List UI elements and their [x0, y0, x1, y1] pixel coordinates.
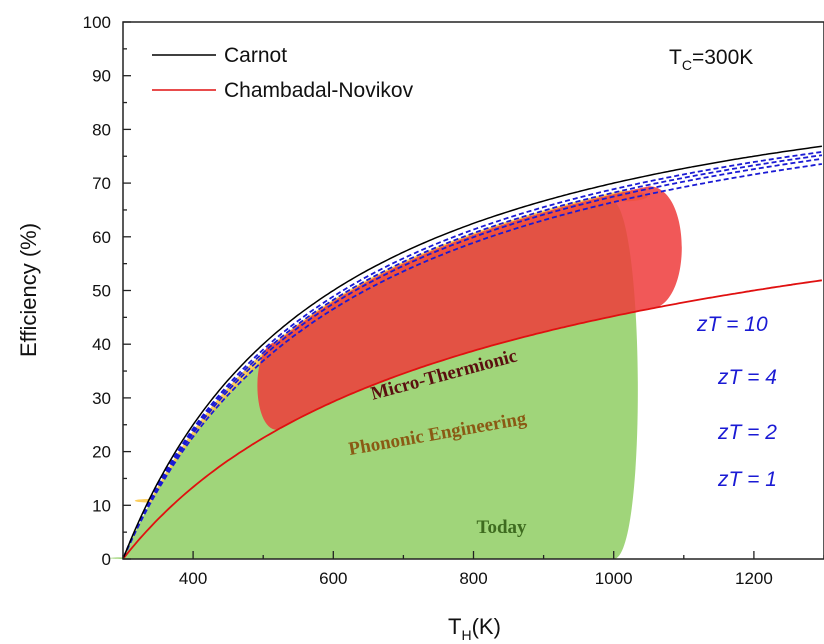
legend-label-chambadal-novikov: Chambadal-Novikov: [224, 79, 414, 102]
tc-annotation-rest: =300K: [692, 46, 753, 69]
tc-annotation-main: T: [669, 46, 682, 69]
legend-label-carnot: Carnot: [224, 44, 287, 67]
tc-annotation-sub: C: [682, 57, 692, 73]
regions-layer: Today Phononic Engineering Micro-Thermio…: [109, 186, 682, 559]
zt-curve-2: [122, 158, 822, 558]
zt-label-1: zT = 1: [717, 468, 777, 491]
x-tick-label: 400: [179, 569, 207, 588]
region-label-today: Today: [477, 517, 527, 538]
zt-labels: zT = 10 zT = 4 zT = 2 zT = 1: [696, 313, 777, 491]
x-ticks: 400 600 800 1000 1200: [122, 551, 824, 588]
y-tick-label: 40: [92, 335, 111, 354]
y-ticks: 0 10 20 30 40 50 60 70 80 90 100: [83, 13, 131, 569]
axes: 400 600 800 1000 1200 0 10 20 30 40 50 60 70 80 90 100: [83, 13, 824, 588]
tc-annotation: TC=300K: [669, 46, 753, 73]
zt-label-10: zT = 10: [696, 313, 768, 336]
y-tick-label: 50: [92, 282, 111, 301]
y-tick-label: 0: [102, 550, 111, 569]
x-axis-label: TH(K): [448, 614, 501, 643]
x-axis-label-main: T: [448, 614, 461, 639]
y-tick-label: 70: [92, 174, 111, 193]
x-axis-label-sub: H: [461, 627, 471, 643]
zt-curve-10: [122, 151, 823, 558]
lines-layer: [122, 145, 823, 559]
y-tick-label: 20: [92, 443, 111, 462]
zt-curve-1: [122, 163, 823, 558]
y-tick-label: 100: [83, 13, 111, 32]
x-tick-label: 1200: [735, 569, 773, 588]
x-tick-label: 600: [319, 569, 347, 588]
region-micro-thermionic: [257, 186, 682, 430]
legend: Carnot Chambadal-Novikov: [152, 44, 414, 102]
y-tick-label: 60: [92, 228, 111, 247]
zt-label-4: zT = 4: [717, 366, 777, 389]
y-axis-label: Efficiency (%): [16, 223, 41, 357]
series-line-chambadal-novikov: [122, 279, 823, 559]
zt-curve-4: [122, 154, 823, 558]
y-tick-label: 80: [92, 120, 111, 139]
x-axis-label-rest: (K): [472, 614, 501, 639]
series-line-carnot: [123, 145, 823, 558]
y-tick-label: 10: [92, 496, 111, 515]
y-tick-label: 90: [92, 67, 111, 86]
x-tick-label: 1000: [595, 569, 633, 588]
x-tick-label: 800: [459, 569, 487, 588]
y-tick-label: 30: [92, 389, 111, 408]
zt-label-2: zT = 2: [717, 421, 777, 444]
